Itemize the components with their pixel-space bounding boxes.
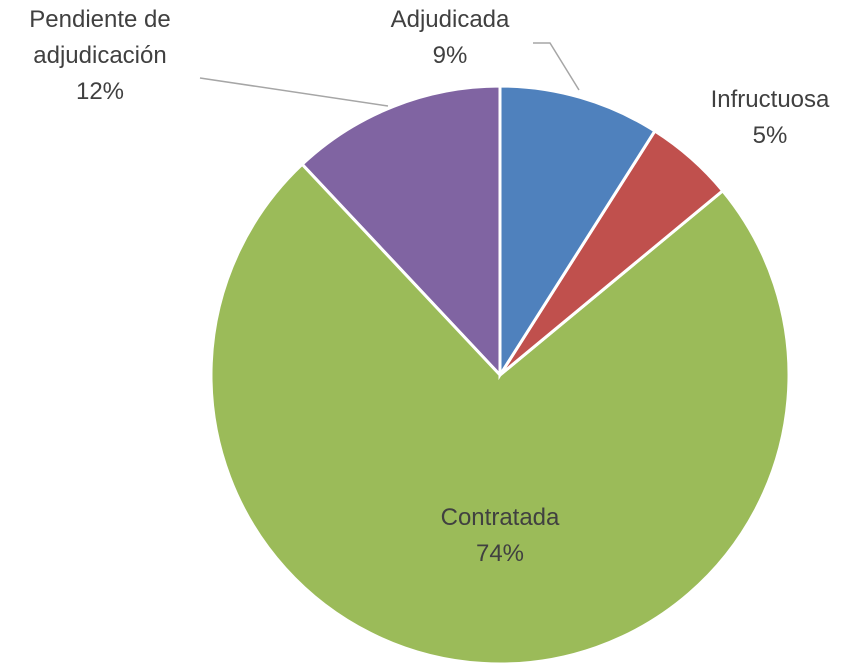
category-label: Pendiente de adjudicación: [29, 6, 171, 69]
value-label: 9%: [432, 42, 468, 69]
leader-line: [533, 42, 580, 91]
pie-slice: [209, 162, 791, 665]
category-label: Adjudicada: [390, 6, 510, 33]
data-label: Contratada 74%: [390, 500, 610, 572]
pie-slice: [498, 84, 657, 381]
data-label: Infructuosa 5%: [660, 82, 852, 154]
data-label: Adjudicada 9%: [340, 2, 560, 74]
leader-line: [199, 77, 389, 107]
category-label: Infructuosa: [710, 86, 830, 113]
category-label: Contratada: [440, 504, 560, 531]
pie-slice: [300, 84, 502, 379]
value-label: 74%: [475, 540, 525, 567]
value-label: 12%: [75, 78, 125, 105]
value-label: 5%: [752, 122, 788, 149]
data-label: Pendiente de adjudicación 12%: [5, 2, 195, 110]
